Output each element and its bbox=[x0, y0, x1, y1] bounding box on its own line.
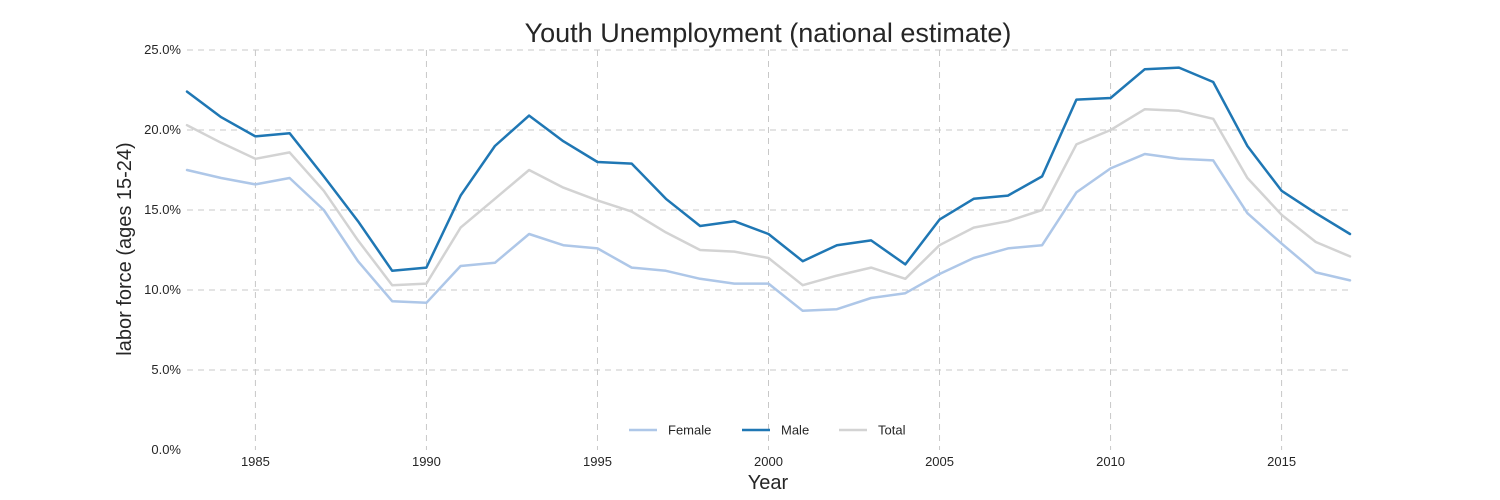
x-tick-label: 2005 bbox=[925, 454, 954, 469]
x-tick-label: 1995 bbox=[583, 454, 612, 469]
y-tick-label: 25.0% bbox=[144, 42, 181, 57]
chart-title: Youth Unemployment (national estimate) bbox=[525, 18, 1012, 48]
y-axis-ticks: 0.0% 5.0% 10.0% 15.0% 20.0% 25.0% bbox=[144, 42, 181, 457]
x-tick-label: 1985 bbox=[241, 454, 270, 469]
legend-label-total: Total bbox=[878, 423, 906, 438]
y-tick-label: 10.0% bbox=[144, 282, 181, 297]
legend: Female Male Total bbox=[629, 423, 906, 438]
x-tick-label: 2015 bbox=[1267, 454, 1296, 469]
series-line-female bbox=[185, 152, 1352, 313]
x-axis-label: Year bbox=[748, 472, 789, 494]
grid bbox=[187, 49, 1350, 450]
y-tick-label: 5.0% bbox=[151, 362, 181, 377]
x-tick-label: 2010 bbox=[1096, 454, 1125, 469]
y-tick-label: 20.0% bbox=[144, 122, 181, 137]
x-tick-label: 2000 bbox=[754, 454, 783, 469]
series-lines bbox=[185, 66, 1352, 313]
legend-label-male: Male bbox=[781, 423, 809, 438]
y-axis-label: labor force (ages 15-24) bbox=[114, 142, 136, 355]
y-tick-label: 0.0% bbox=[151, 442, 181, 457]
series-line-male bbox=[185, 66, 1352, 273]
x-axis-ticks: 1985 1990 1995 2000 2005 2010 2015 bbox=[241, 454, 1296, 469]
x-tick-label: 1990 bbox=[412, 454, 441, 469]
y-tick-label: 15.0% bbox=[144, 202, 181, 217]
series-line-total bbox=[185, 107, 1352, 287]
legend-label-female: Female bbox=[668, 423, 711, 438]
